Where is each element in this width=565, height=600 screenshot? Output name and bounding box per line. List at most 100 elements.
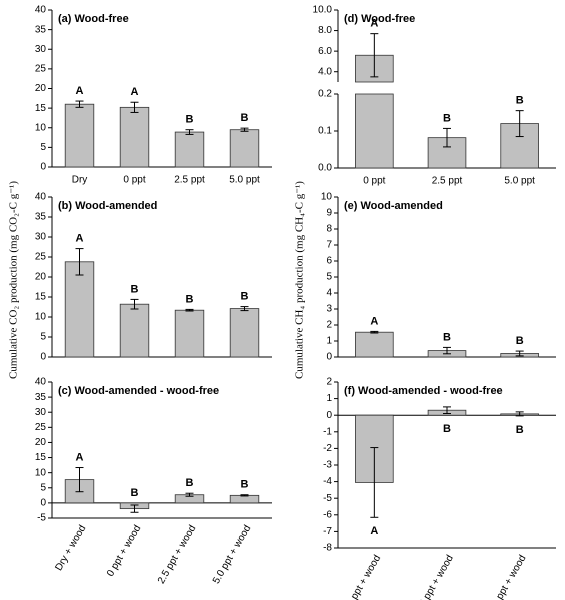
significance-letter: A	[76, 451, 84, 463]
significance-letter: B	[241, 291, 249, 303]
y-tick-label: -7	[323, 526, 332, 537]
y-tick-label: 35	[35, 24, 47, 35]
bar	[119, 303, 150, 358]
bar	[355, 93, 394, 169]
x-tick-label: 2.5 ppt + wood	[156, 523, 198, 586]
significance-letter: A	[370, 525, 378, 537]
y-tick-label: 0	[40, 162, 46, 173]
significance-letter: B	[186, 114, 194, 126]
significance-letter: A	[370, 18, 378, 30]
significance-letter: B	[443, 423, 451, 435]
y-tick-label: -5	[37, 513, 46, 524]
y-tick-label: 7	[326, 240, 332, 251]
y-tick-label: -5	[323, 493, 332, 504]
y-tick-label: 40	[35, 192, 47, 203]
significance-letter: B	[186, 477, 194, 489]
y-tick-label: 5	[40, 142, 46, 153]
significance-letter: B	[131, 283, 139, 295]
y-tick-label: 20	[35, 437, 47, 448]
significance-letter: B	[516, 335, 524, 347]
significance-letter: B	[443, 112, 451, 124]
panel-title: (f) Wood-amended - wood-free	[344, 385, 503, 397]
y-tick-label: 0.1	[318, 126, 332, 137]
y-axis-label: Cumulative CO₂ production (mg CO₂-C g⁻¹)	[8, 181, 20, 379]
y-tick-label: 10.0	[313, 5, 333, 16]
y-tick-label: -6	[323, 509, 332, 520]
y-tick-label: -8	[323, 543, 332, 554]
y-tick-label: 0.0	[318, 163, 332, 174]
bar	[174, 131, 205, 168]
significance-letter: A	[76, 233, 84, 245]
y-tick-label: 30	[35, 44, 47, 55]
x-tick-label: Dry	[72, 175, 88, 186]
y-tick-label: 5	[40, 332, 46, 343]
y-tick-label: 20	[35, 83, 47, 94]
y-tick-label: -4	[323, 476, 332, 487]
x-tick-label: 2.5 ppt	[174, 175, 205, 186]
x-tick-label: 0 ppt + wood	[345, 553, 383, 600]
y-tick-label: 10	[321, 192, 333, 203]
y-tick-label: 25	[35, 422, 47, 433]
y-tick-label: 35	[35, 212, 47, 223]
y-tick-label: 4	[326, 288, 332, 299]
x-tick-label: 5.0 ppt + wood	[486, 553, 528, 600]
bar	[64, 261, 95, 358]
significance-letter: B	[186, 293, 194, 305]
significance-letter: A	[370, 315, 378, 327]
x-tick-label: 0 ppt	[123, 175, 145, 186]
y-tick-label: 40	[35, 377, 47, 388]
panel-title: (d) Wood-free	[344, 13, 415, 25]
x-tick-label: 5.0 ppt	[229, 175, 260, 186]
bar	[355, 331, 394, 358]
y-tick-label: -2	[323, 443, 332, 454]
bar	[64, 103, 95, 168]
panel-title: (a) Wood-free	[58, 13, 129, 25]
y-tick-label: 1	[326, 336, 332, 347]
x-tick-label: 2.5 ppt	[432, 176, 463, 187]
x-tick-label: 0 ppt	[363, 176, 385, 187]
y-tick-label: 1	[326, 393, 332, 404]
y-tick-label: 15	[35, 452, 47, 463]
x-tick-label: 5.0 ppt	[504, 176, 535, 187]
y-tick-label: 30	[35, 407, 47, 418]
y-tick-label: 10	[35, 467, 47, 478]
y-tick-label: 8.0	[318, 25, 332, 36]
y-tick-label: 2	[326, 377, 332, 388]
y-tick-label: 40	[35, 5, 47, 16]
y-tick-label: 5	[326, 272, 332, 283]
y-tick-label: -3	[323, 460, 332, 471]
y-tick-label: 25	[35, 252, 47, 263]
panel-title: (c) Wood-amended - wood-free	[58, 385, 219, 397]
y-tick-label: 30	[35, 232, 47, 243]
y-tick-label: 0	[40, 498, 46, 509]
bar	[229, 494, 260, 504]
y-tick-label: 2	[326, 320, 332, 331]
significance-letter: A	[76, 85, 84, 97]
bar	[229, 308, 260, 358]
y-tick-label: 6	[326, 256, 332, 267]
significance-letter: B	[241, 479, 249, 491]
y-tick-label: 0	[326, 352, 332, 363]
y-tick-label: 0.2	[318, 89, 332, 100]
significance-letter: B	[516, 95, 524, 107]
x-tick-label: 0 ppt + wood	[105, 523, 143, 578]
y-tick-label: -1	[323, 426, 332, 437]
y-axis-label: Cumulative CH₄ production (mg CH₄-C g⁻¹)	[294, 181, 306, 379]
y-tick-label: 20	[35, 272, 47, 283]
y-tick-label: 4.0	[318, 66, 332, 77]
bar	[229, 129, 260, 168]
y-tick-label: 10	[35, 122, 47, 133]
significance-letter: B	[516, 424, 524, 436]
y-tick-label: 8	[326, 224, 332, 235]
y-tick-label: 0	[40, 352, 46, 363]
y-tick-label: 6.0	[318, 46, 332, 57]
y-tick-label: 15	[35, 103, 47, 114]
bar	[174, 309, 205, 358]
panel-title: (b) Wood-amended	[58, 200, 157, 212]
bar	[119, 106, 150, 168]
significance-letter: A	[131, 86, 139, 98]
y-tick-label: 15	[35, 292, 47, 303]
panel-title: (e) Wood-amended	[344, 200, 443, 212]
x-tick-label: 5.0 ppt + wood	[211, 523, 253, 586]
